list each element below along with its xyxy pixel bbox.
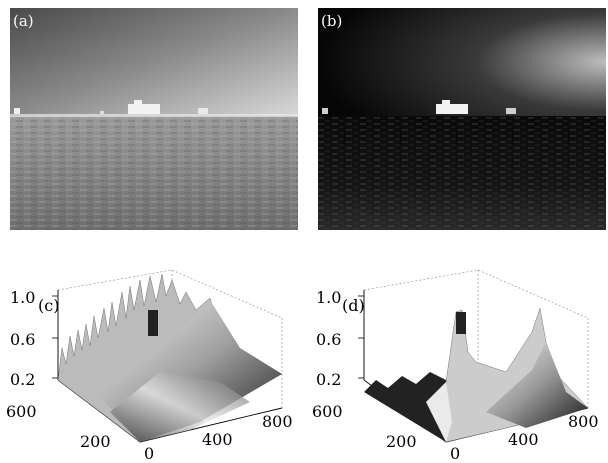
panel-d-x-tick-1: 400 bbox=[508, 430, 539, 449]
panel-c-z-tick-1: 1.0 bbox=[10, 288, 36, 307]
panel-a-image: (a) bbox=[10, 8, 298, 230]
panel-c-y-tick-1: 600 bbox=[6, 402, 37, 421]
panel-d-label: (d) bbox=[342, 296, 365, 315]
panel-d-z-tick-1: 1.0 bbox=[316, 288, 342, 307]
panel-d-y-tick-3: 0 bbox=[450, 444, 461, 463]
panel-d-surface-plot: (d) 1.0 0.6 0.2 600 200 0 400 800 bbox=[306, 252, 608, 463]
panel-b-image: (b) bbox=[318, 8, 606, 230]
panel-d-z-tick-2: 0.6 bbox=[316, 330, 342, 349]
panel-d-z-tick-3: 0.2 bbox=[316, 370, 342, 389]
panel-c-y-tick-3: 0 bbox=[144, 444, 155, 463]
panel-c-x-tick-2: 800 bbox=[262, 412, 293, 431]
panel-c-surface-plot: (c) 1.0 0.6 0.2 600 200 0 400 800 bbox=[0, 252, 302, 463]
panel-d-y-tick-2: 200 bbox=[386, 432, 417, 451]
panel-c-label: (c) bbox=[38, 296, 60, 315]
panel-a-label: (a) bbox=[13, 12, 34, 30]
panel-c-z-tick-2: 0.6 bbox=[10, 330, 36, 349]
panel-d-x-tick-2: 800 bbox=[568, 412, 599, 431]
panel-c-z-tick-3: 0.2 bbox=[10, 370, 36, 389]
panel-c-x-tick-1: 400 bbox=[202, 430, 233, 449]
panel-d-y-tick-1: 600 bbox=[312, 402, 343, 421]
panel-c-y-tick-2: 200 bbox=[80, 432, 111, 451]
panel-b-label: (b) bbox=[321, 12, 343, 30]
